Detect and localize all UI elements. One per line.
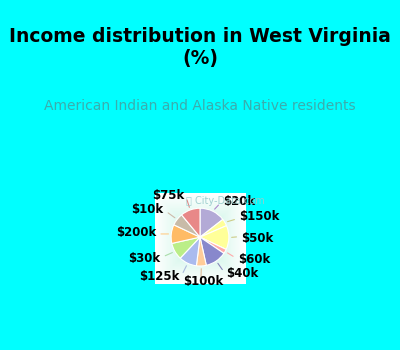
Text: ⓘ City-Data.com: ⓘ City-Data.com xyxy=(186,196,265,206)
Text: $20k: $20k xyxy=(223,195,255,208)
Text: $40k: $40k xyxy=(226,267,258,280)
Wedge shape xyxy=(180,237,200,266)
Text: $200k: $200k xyxy=(116,226,156,239)
Text: $100k: $100k xyxy=(183,275,223,288)
Text: $50k: $50k xyxy=(242,232,274,245)
Text: $150k: $150k xyxy=(239,210,280,224)
Wedge shape xyxy=(200,208,223,237)
Wedge shape xyxy=(182,208,200,237)
Text: Income distribution in West Virginia
(%): Income distribution in West Virginia (%) xyxy=(9,27,391,68)
Wedge shape xyxy=(200,237,224,265)
Text: $75k: $75k xyxy=(152,189,184,202)
Text: $10k: $10k xyxy=(132,203,164,216)
Text: American Indian and Alaska Native residents: American Indian and Alaska Native reside… xyxy=(44,99,356,113)
Wedge shape xyxy=(200,226,229,250)
Wedge shape xyxy=(200,219,226,237)
Wedge shape xyxy=(174,215,200,237)
Wedge shape xyxy=(196,237,206,266)
Wedge shape xyxy=(200,237,226,253)
Text: $60k: $60k xyxy=(238,253,270,266)
Text: $125k: $125k xyxy=(139,270,180,283)
Wedge shape xyxy=(171,225,200,244)
Wedge shape xyxy=(172,237,200,258)
Text: $30k: $30k xyxy=(128,252,160,265)
